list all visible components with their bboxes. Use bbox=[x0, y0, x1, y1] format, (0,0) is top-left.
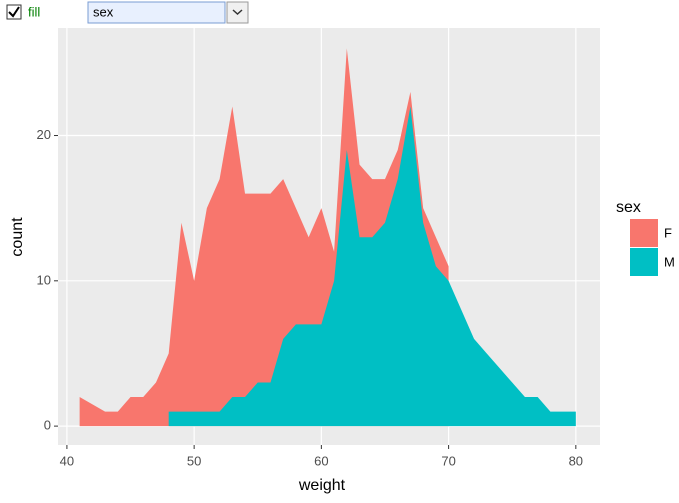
dropdown-arrow bbox=[232, 9, 243, 16]
y-tick-label: 20 bbox=[37, 127, 51, 142]
x-axis-title: weight bbox=[298, 477, 346, 494]
legend-key bbox=[630, 248, 658, 276]
x-tick-label: 60 bbox=[314, 453, 328, 468]
checkbox-label: fill bbox=[28, 4, 40, 19]
legend-key bbox=[630, 219, 658, 247]
y-tick-label: 10 bbox=[37, 272, 51, 287]
select-box[interactable] bbox=[87, 1, 226, 24]
checkmark bbox=[8, 6, 20, 18]
select-value: sex bbox=[93, 4, 114, 19]
legend-title: sex bbox=[616, 199, 641, 216]
y-axis-title: count bbox=[9, 217, 26, 257]
select-button[interactable] bbox=[226, 1, 249, 24]
x-tick-label: 70 bbox=[441, 453, 455, 468]
x-tick-label: 80 bbox=[569, 453, 583, 468]
legend-label: F bbox=[664, 225, 672, 240]
x-tick-label: 50 bbox=[187, 453, 201, 468]
legend-label: M bbox=[664, 254, 675, 269]
y-tick-label: 0 bbox=[44, 418, 51, 433]
area bbox=[168, 106, 576, 427]
x-tick-label: 40 bbox=[60, 453, 74, 468]
